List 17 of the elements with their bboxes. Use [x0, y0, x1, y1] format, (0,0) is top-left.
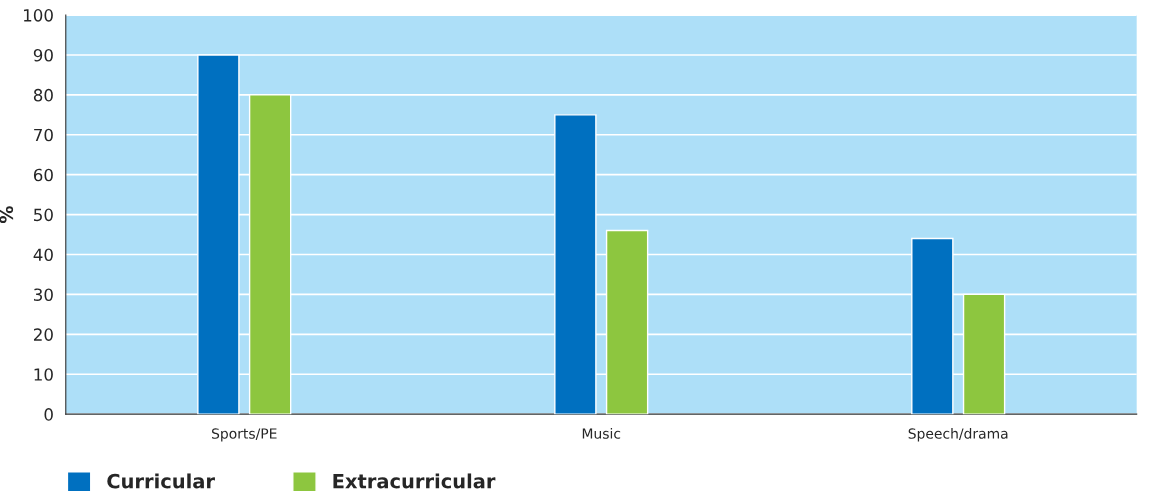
y-tick-label: 90	[33, 48, 53, 62]
y-tick-label: 80	[33, 88, 53, 102]
x-tick-label: Speech/drama	[908, 428, 1008, 442]
y-tick-label: 0	[44, 408, 53, 421]
y-tick-label: 10	[34, 368, 53, 381]
y-axis-title: %	[0, 206, 14, 224]
legend-label: Curricular	[107, 473, 215, 489]
x-tick-label: Sports/PE	[212, 428, 277, 442]
y-tick-label: 50	[34, 208, 53, 222]
y-tick-label: 30	[34, 288, 53, 301]
y-tick-label: 70	[34, 128, 53, 142]
y-tick-label: 100	[23, 9, 53, 22]
y-tick-label: 20	[33, 328, 53, 341]
y-tick-label: 60	[33, 168, 53, 182]
y-tick-label: 40	[33, 248, 53, 262]
legend-label: Extracurricular	[333, 473, 496, 489]
x-tick-label: Music	[582, 428, 621, 439]
